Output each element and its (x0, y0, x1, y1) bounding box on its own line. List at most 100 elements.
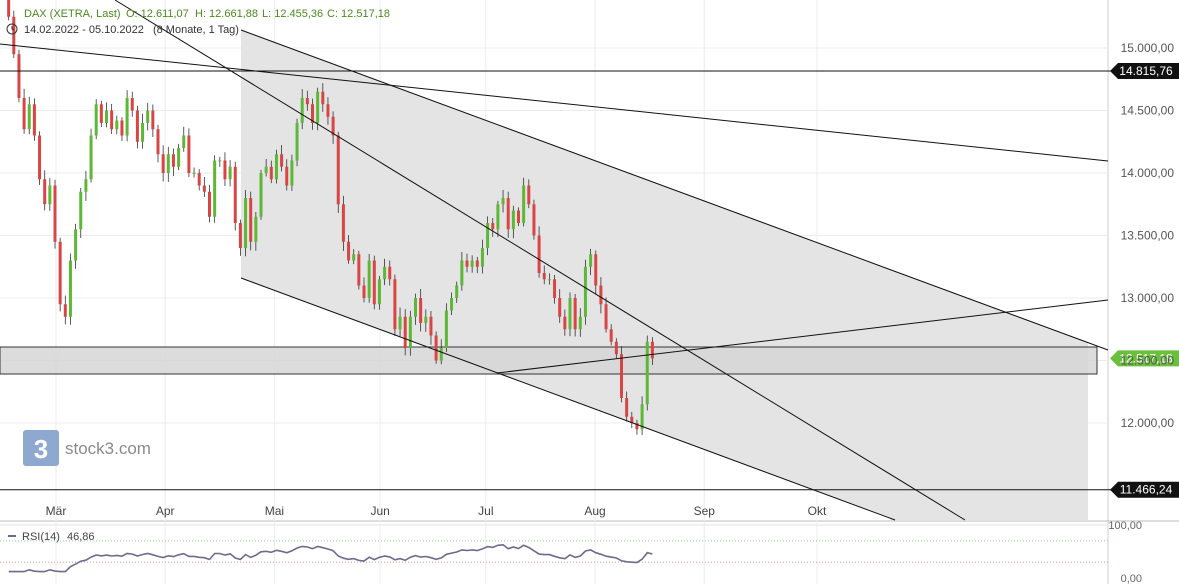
candle-body (496, 204, 500, 230)
candle-body (259, 173, 263, 217)
candle-body (558, 298, 562, 317)
candle-body (218, 160, 222, 162)
candle-body (290, 160, 294, 186)
candle-body (238, 223, 242, 248)
candle-body (94, 104, 98, 136)
candle-body (553, 279, 557, 298)
trend-lines (0, 0, 1109, 521)
period-value: (8 Monate, 1 Tag) (153, 24, 239, 36)
brand-logo-icon (23, 430, 59, 466)
candle-body (120, 120, 124, 136)
trend-line (240, 29, 1109, 351)
candle-body (547, 279, 551, 281)
candle-body (434, 335, 438, 361)
brand-watermark: 3 stock3.com (23, 430, 151, 466)
rsi-line (8, 543, 653, 573)
candle-body (17, 54, 21, 98)
price-tick-label: 12.500,00 (1121, 354, 1175, 368)
candle-body (630, 416, 634, 423)
rsi-panel: RSI(14) 46,86 100,00 0,00 (0, 520, 1142, 584)
candle-body (53, 185, 57, 242)
candle-body (7, 0, 11, 17)
candle-body (444, 310, 448, 348)
candle-body (197, 173, 201, 186)
candle-body (429, 316, 433, 336)
level-label: 11.466,24 (1120, 483, 1173, 497)
candle-body (424, 316, 428, 323)
candle-body (285, 166, 289, 186)
candle-body (501, 198, 505, 205)
low-value: L: 12.455,36 (262, 8, 323, 20)
candle-body (156, 129, 160, 155)
month-label: Jul (478, 504, 493, 518)
candle-body (604, 304, 608, 330)
candle-body (625, 398, 629, 417)
chart-header: DAX (XETRA, Last) O: 12.611,07 H: 12.661… (6, 8, 390, 36)
candle-body (311, 104, 314, 123)
candle-body (537, 235, 541, 273)
brand-logo-glyph: 3 (34, 434, 48, 464)
candle-body (408, 316, 412, 348)
price-tick-label: 13.500,00 (1121, 229, 1175, 243)
candle-body (403, 316, 407, 348)
candle-body (274, 154, 278, 180)
candle-body (202, 185, 206, 192)
candle-body (511, 210, 515, 230)
rsi-tick-label: 100,00 (1108, 520, 1142, 532)
candle-body (609, 329, 613, 342)
level-label: 14.815,76 (1119, 64, 1173, 78)
candle-body (640, 404, 644, 430)
candle-body (280, 154, 284, 167)
candle-body (388, 266, 392, 280)
candle-body (244, 198, 248, 248)
candle-body (341, 204, 345, 242)
candle-body (161, 154, 165, 173)
candle-body (58, 241, 62, 305)
candle-body (614, 341, 618, 355)
candle-body (38, 135, 42, 180)
candle-body (166, 154, 170, 173)
price-tick-label: 12.000,00 (1121, 416, 1175, 430)
candle-body (517, 210, 520, 223)
trend-line (240, 277, 896, 521)
candle-body (336, 135, 340, 205)
header-line-1: DAX (XETRA, Last) O: 12.611,07 H: 12.661… (24, 8, 390, 20)
candle-body (300, 98, 304, 123)
close-value: C: 12.517,18 (327, 8, 390, 20)
candle-body (635, 423, 639, 430)
candle-body (532, 204, 536, 236)
candle-body (583, 266, 587, 317)
rsi-value: 46,86 (67, 531, 95, 543)
candle-body (48, 185, 52, 205)
clock-hands-icon (11, 26, 15, 31)
candle-body (377, 279, 381, 305)
candle-body (177, 148, 181, 167)
candle-body (89, 135, 93, 180)
candle-body (74, 229, 78, 261)
candle-body (450, 298, 454, 311)
candle-body (331, 116, 335, 136)
candle-body (141, 123, 145, 142)
candle-body (589, 254, 593, 267)
price-tick-label: 14.000,00 (1121, 166, 1175, 180)
candle-body (398, 316, 402, 330)
candle-body (43, 179, 47, 205)
candle-body (527, 185, 531, 205)
candle-body (130, 98, 134, 111)
candle-body (305, 98, 309, 105)
candle-body (264, 166, 268, 173)
candle-body (372, 260, 376, 305)
price-tick-label: 14.500,00 (1121, 104, 1175, 118)
clock-icon (6, 23, 18, 35)
support-zone (0, 346, 1098, 375)
month-axis: Mär Apr Mai Jun Jul Aug Sep Okt (46, 504, 827, 518)
candle-body (27, 104, 31, 130)
candle-body (352, 254, 356, 261)
candle-body (68, 260, 72, 317)
candle-body (125, 98, 129, 136)
candle-body (357, 254, 361, 286)
candle-body (249, 198, 253, 242)
candle-body (321, 91, 325, 105)
candle-body (295, 123, 299, 161)
